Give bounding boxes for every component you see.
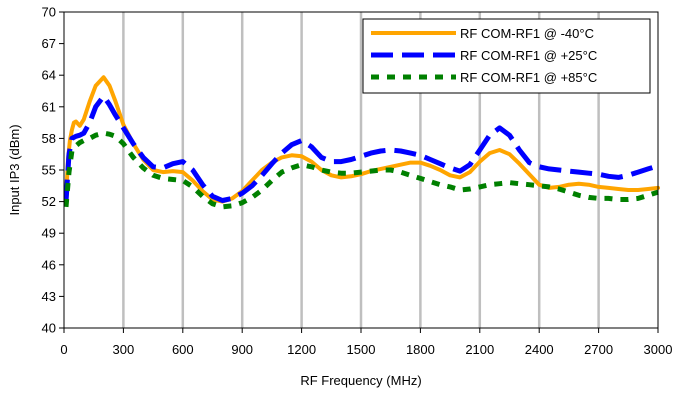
y-axis-title: Input IP3 (dBm)	[7, 124, 22, 215]
x-axis-ticks: 0 300 600 900 1200 1500 1800 2100 2400 2700 3000	[60, 328, 672, 357]
x-tick-label: 1500	[347, 342, 376, 357]
x-axis-title: RF Frequency (MHz)	[300, 373, 421, 388]
legend-label-1: RF COM-RF1 @ +25°C	[460, 48, 597, 63]
x-tick-label: 1800	[406, 342, 435, 357]
legend: RF COM-RF1 @ -40°C RF COM-RF1 @ +25°C RF C…	[362, 18, 651, 94]
x-tick-label: 2100	[465, 342, 494, 357]
x-tick-label: 300	[113, 342, 135, 357]
x-tick-label: 3000	[644, 342, 673, 357]
x-tick-label: 0	[60, 342, 67, 357]
y-tick-label: 40	[42, 321, 56, 336]
y-axis-ticks: 40 43 46 49 52 55 58 61 64 67 70	[42, 5, 64, 336]
y-tick-label: 52	[42, 194, 56, 209]
x-tick-label: 2700	[584, 342, 613, 357]
series-line-1	[63, 93, 659, 203]
x-tick-label: 900	[231, 342, 253, 357]
y-tick-label: 67	[42, 36, 56, 51]
series-lines	[63, 75, 660, 210]
series-line-2	[63, 130, 659, 210]
y-tick-label: 49	[42, 226, 56, 241]
x-tick-label: 600	[172, 342, 194, 357]
y-tick-label: 70	[42, 5, 56, 20]
y-tick-label: 58	[42, 131, 56, 146]
legend-label-2: RF COM-RF1 @ +85°C	[460, 70, 597, 85]
y-tick-label: 43	[42, 289, 56, 304]
y-tick-label: 55	[42, 163, 56, 178]
x-tick-label: 1200	[287, 342, 316, 357]
legend-label-0: RF COM-RF1 @ -40°C	[460, 26, 594, 41]
y-tick-label: 46	[42, 257, 56, 272]
y-tick-label: 64	[42, 68, 56, 83]
y-tick-label: 61	[42, 99, 56, 114]
x-tick-label: 2400	[525, 342, 554, 357]
